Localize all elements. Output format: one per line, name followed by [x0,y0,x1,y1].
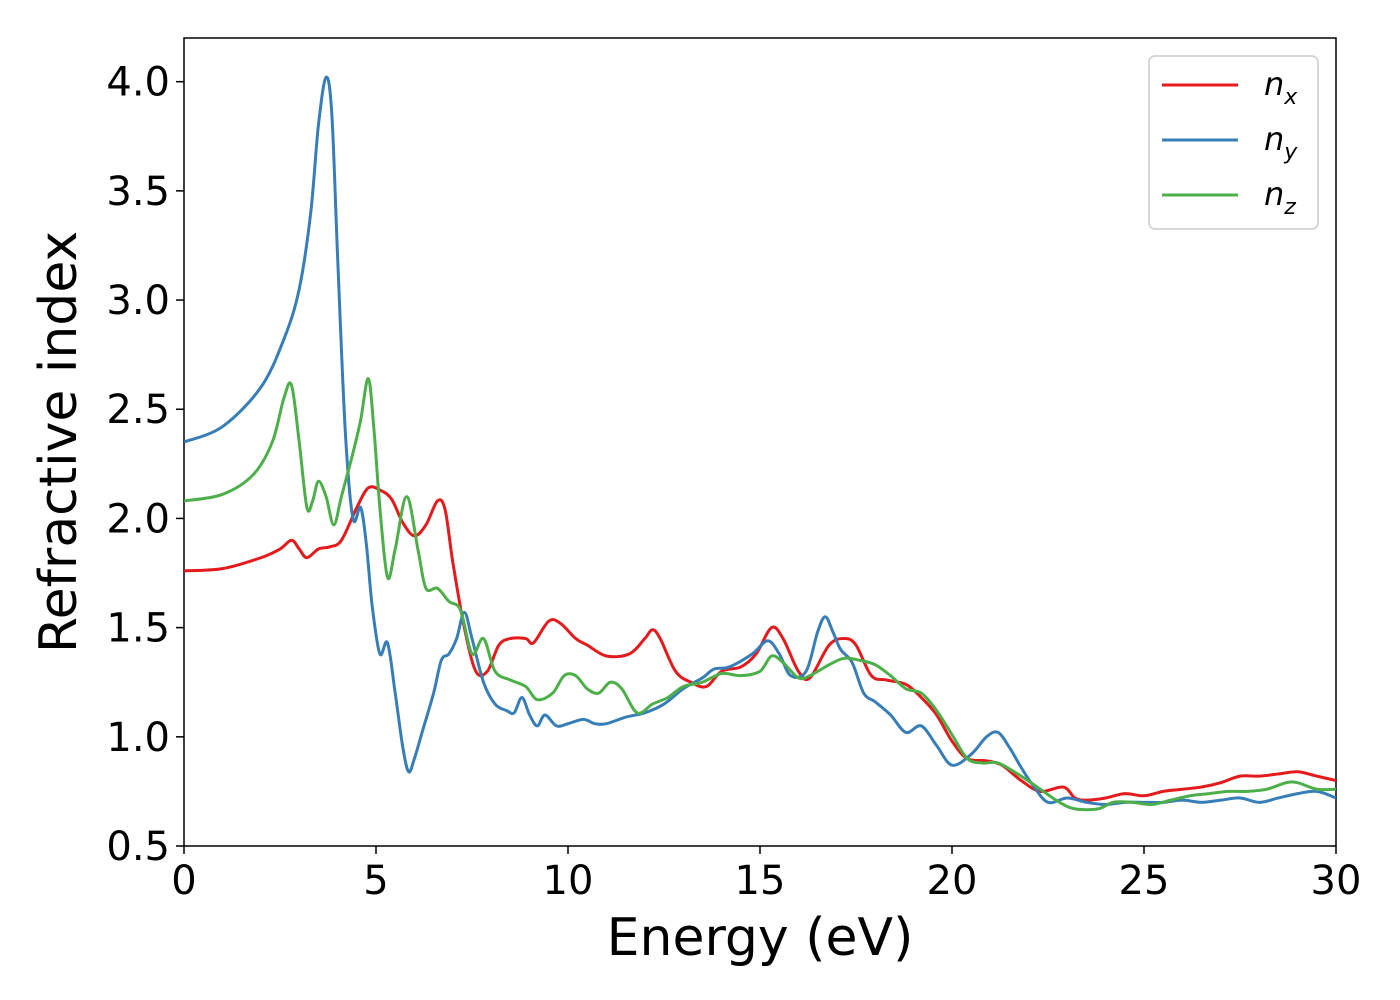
legend-label-n-x: nx [1264,65,1298,110]
series-line-n-z [184,377,1336,812]
x-tick-label: 30 [1311,858,1362,904]
y-tick-label: 2.5 [106,387,170,433]
x-tick-label: 10 [543,858,594,904]
y-axis-label: Refractive index [29,231,89,653]
y-tick-label: 2.0 [106,496,170,542]
x-tick-label: 0 [171,858,196,904]
x-tick-label: 15 [735,858,786,904]
series-line-n-x [184,485,1336,802]
y-tick-label: 0.5 [106,824,170,870]
legend-label-n-z: nz [1264,175,1296,220]
y-tick-label: 3.5 [106,169,170,215]
legend-label-n-y: ny [1264,120,1298,165]
series-layer [184,75,1336,812]
series-line-n-y [184,75,1336,807]
x-tick-label: 20 [927,858,978,904]
tick-layer: 0 5 10 15 20 25 30 0.5 1.0 1.5 2.0 2.5 3.0 3.5 4.0 [106,60,1361,904]
x-axis-label: Energy (eV) [607,908,914,968]
y-tick-label: 4.0 [106,60,170,106]
x-tick-label: 25 [1119,858,1170,904]
x-tick-label: 5 [363,858,388,904]
y-tick-label: 1.5 [106,606,170,652]
legend-box [1148,55,1319,230]
legend: nx ny nz [1148,55,1319,230]
y-tick-label: 1.0 [106,715,170,761]
y-tick-label: 3.0 [106,278,170,324]
